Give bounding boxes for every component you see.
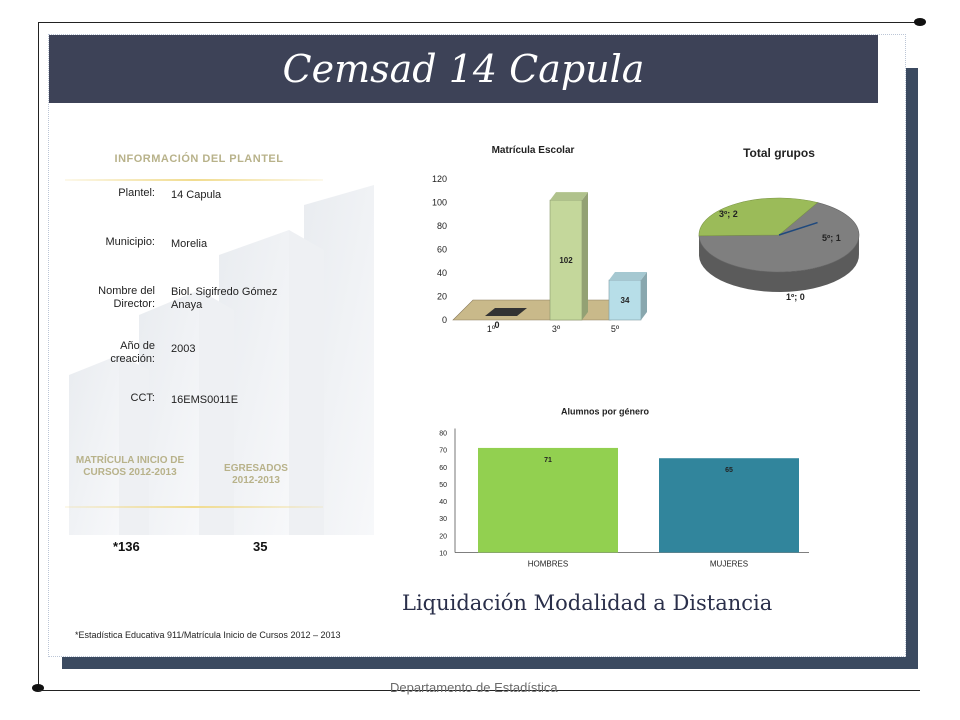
subtitle: Liquidación Modalidad a Distancia	[402, 591, 773, 615]
chart-matricula-escolar: Matrícula Escolar 0 20 40 60 80 100 120 0 102 34…	[432, 145, 647, 334]
chart2-slice-2	[778, 221, 818, 236]
slide: Cemsad 14 Capula INFORMACIÓN DEL PLANTEL…	[48, 34, 906, 657]
chart1-x-ticks: 1º 3º 5º	[487, 324, 620, 334]
egresados-value: 35	[253, 539, 268, 554]
chart1-x-tick-2: 5º	[611, 324, 620, 334]
matricula-heading: MATRÍCULA INICIO DE CURSOS 2012-2013	[75, 455, 185, 478]
frame-dot-top-right	[914, 18, 926, 26]
chart3-y-tick-2: 30	[439, 516, 447, 523]
chart3-y-ticks: 10 20 30 40 50 60 70 80	[439, 431, 447, 558]
chart2-slice-1	[698, 197, 819, 237]
page-title: Cemsad 14 Capula	[282, 47, 645, 91]
chart1-data-label-1: 102	[559, 256, 573, 265]
chart1-bar-top-1	[550, 192, 588, 201]
frame-dot-bottom-left	[32, 684, 44, 692]
director-label: Nombre del Director:	[98, 285, 155, 310]
chart1-bars: 0 102 34	[485, 192, 647, 330]
frame-bottom-line	[38, 690, 920, 691]
chart1-y-tick-5: 100	[432, 198, 447, 208]
plantel-value: 14 Capula	[171, 189, 222, 201]
chart1-bar-1	[549, 199, 583, 321]
chart3-x-ticks: HOMBRES MUJERES	[528, 560, 748, 569]
chart1-bar-top-2	[609, 272, 647, 281]
cct-value: 16EMS0011E	[171, 394, 239, 406]
chart1-y-tick-3: 60	[437, 245, 447, 255]
chart1-bar-side-2	[641, 272, 647, 320]
title-bar: Cemsad 14 Capula	[49, 35, 878, 103]
chart3-y-tick-3: 40	[439, 499, 447, 506]
chart3-bar-1	[659, 458, 799, 553]
chart1-bar-2	[608, 279, 642, 321]
chart1-data-label-2: 34	[621, 296, 630, 305]
chart1-y-tick-4: 80	[437, 221, 447, 231]
chart3-x-tick-0: HOMBRES	[528, 560, 568, 569]
chart3-y-tick-1: 20	[439, 533, 447, 540]
chart-alumnos-genero: Alumnos por género 10 20 30 40 50 60 70 80 71 65…	[439, 407, 809, 569]
chart1-x-tick-0: 1º	[487, 324, 496, 334]
egresados-heading: EGRESADOS 2012-2013	[224, 463, 288, 486]
background-decoration	[69, 185, 374, 535]
chart2-label-5: 5º; 1	[822, 233, 841, 243]
chart3-x-tick-1: MUJERES	[710, 560, 748, 569]
chart3-bars: 71 65	[478, 447, 799, 553]
chart2-slice-side-0	[699, 234, 859, 292]
chart1-y-tick-2: 40	[437, 268, 447, 278]
chart2-title: Total grupos	[743, 146, 815, 160]
chart-total-grupos: Total grupos 3º; 2 5º; 1 1º; 0	[698, 146, 860, 302]
chart2-label-3: 3º; 2	[719, 209, 738, 219]
chart1-y-tick-0: 0	[442, 315, 447, 325]
chart3-bar-0	[478, 447, 618, 553]
chart3-y-tick-0: 10	[439, 551, 447, 558]
chart3-y-tick-5: 60	[439, 465, 447, 472]
municipio-label: Municipio:	[105, 236, 155, 248]
frame-top-line	[38, 22, 920, 23]
chart3-y-tick-7: 80	[439, 431, 447, 438]
enrollment-divider	[65, 506, 323, 508]
chart3-y-tick-4: 50	[439, 482, 447, 489]
chart3-data-label-0: 71	[544, 457, 552, 464]
chart3-data-label-1: 65	[725, 467, 733, 474]
chart1-data-label-0: 0	[494, 320, 499, 330]
creation-year-value: 2003	[171, 343, 196, 355]
chart2-slice-0	[698, 202, 860, 273]
chart2-pie	[698, 197, 860, 292]
chart3-title: Alumnos por género	[561, 407, 650, 417]
cct-label: CCT:	[130, 392, 155, 404]
chart1-bar-side-1	[582, 192, 588, 320]
chart1-x-tick-1: 3º	[552, 324, 561, 334]
municipio-value: Morelia	[171, 238, 208, 250]
info-heading: INFORMACIÓN DEL PLANTEL	[114, 153, 284, 165]
chart1-y-tick-6: 120	[432, 174, 447, 184]
director-value: Biol. Sigifredo Gómez Anaya	[171, 286, 278, 311]
chart1-floor	[452, 299, 632, 321]
creation-year-label: Año de creación:	[110, 340, 155, 365]
frame-left-line	[38, 22, 39, 690]
chart1-y-tick-1: 20	[437, 292, 447, 302]
chart1-bar-0	[485, 308, 527, 316]
chart2-label-1: 1º; 0	[786, 292, 805, 302]
matricula-value: *136	[113, 539, 140, 554]
chart1-title: Matrícula Escolar	[492, 145, 575, 156]
info-heading-divider	[65, 179, 323, 181]
footnote: *Estadística Educativa 911/Matrícula Ini…	[75, 630, 341, 640]
chart1-y-ticks: 0 20 40 60 80 100 120	[432, 174, 447, 325]
chart3-y-tick-6: 70	[439, 448, 447, 455]
department-footer: Departamento de Estadística	[390, 680, 558, 695]
plantel-label: Plantel:	[118, 187, 155, 199]
